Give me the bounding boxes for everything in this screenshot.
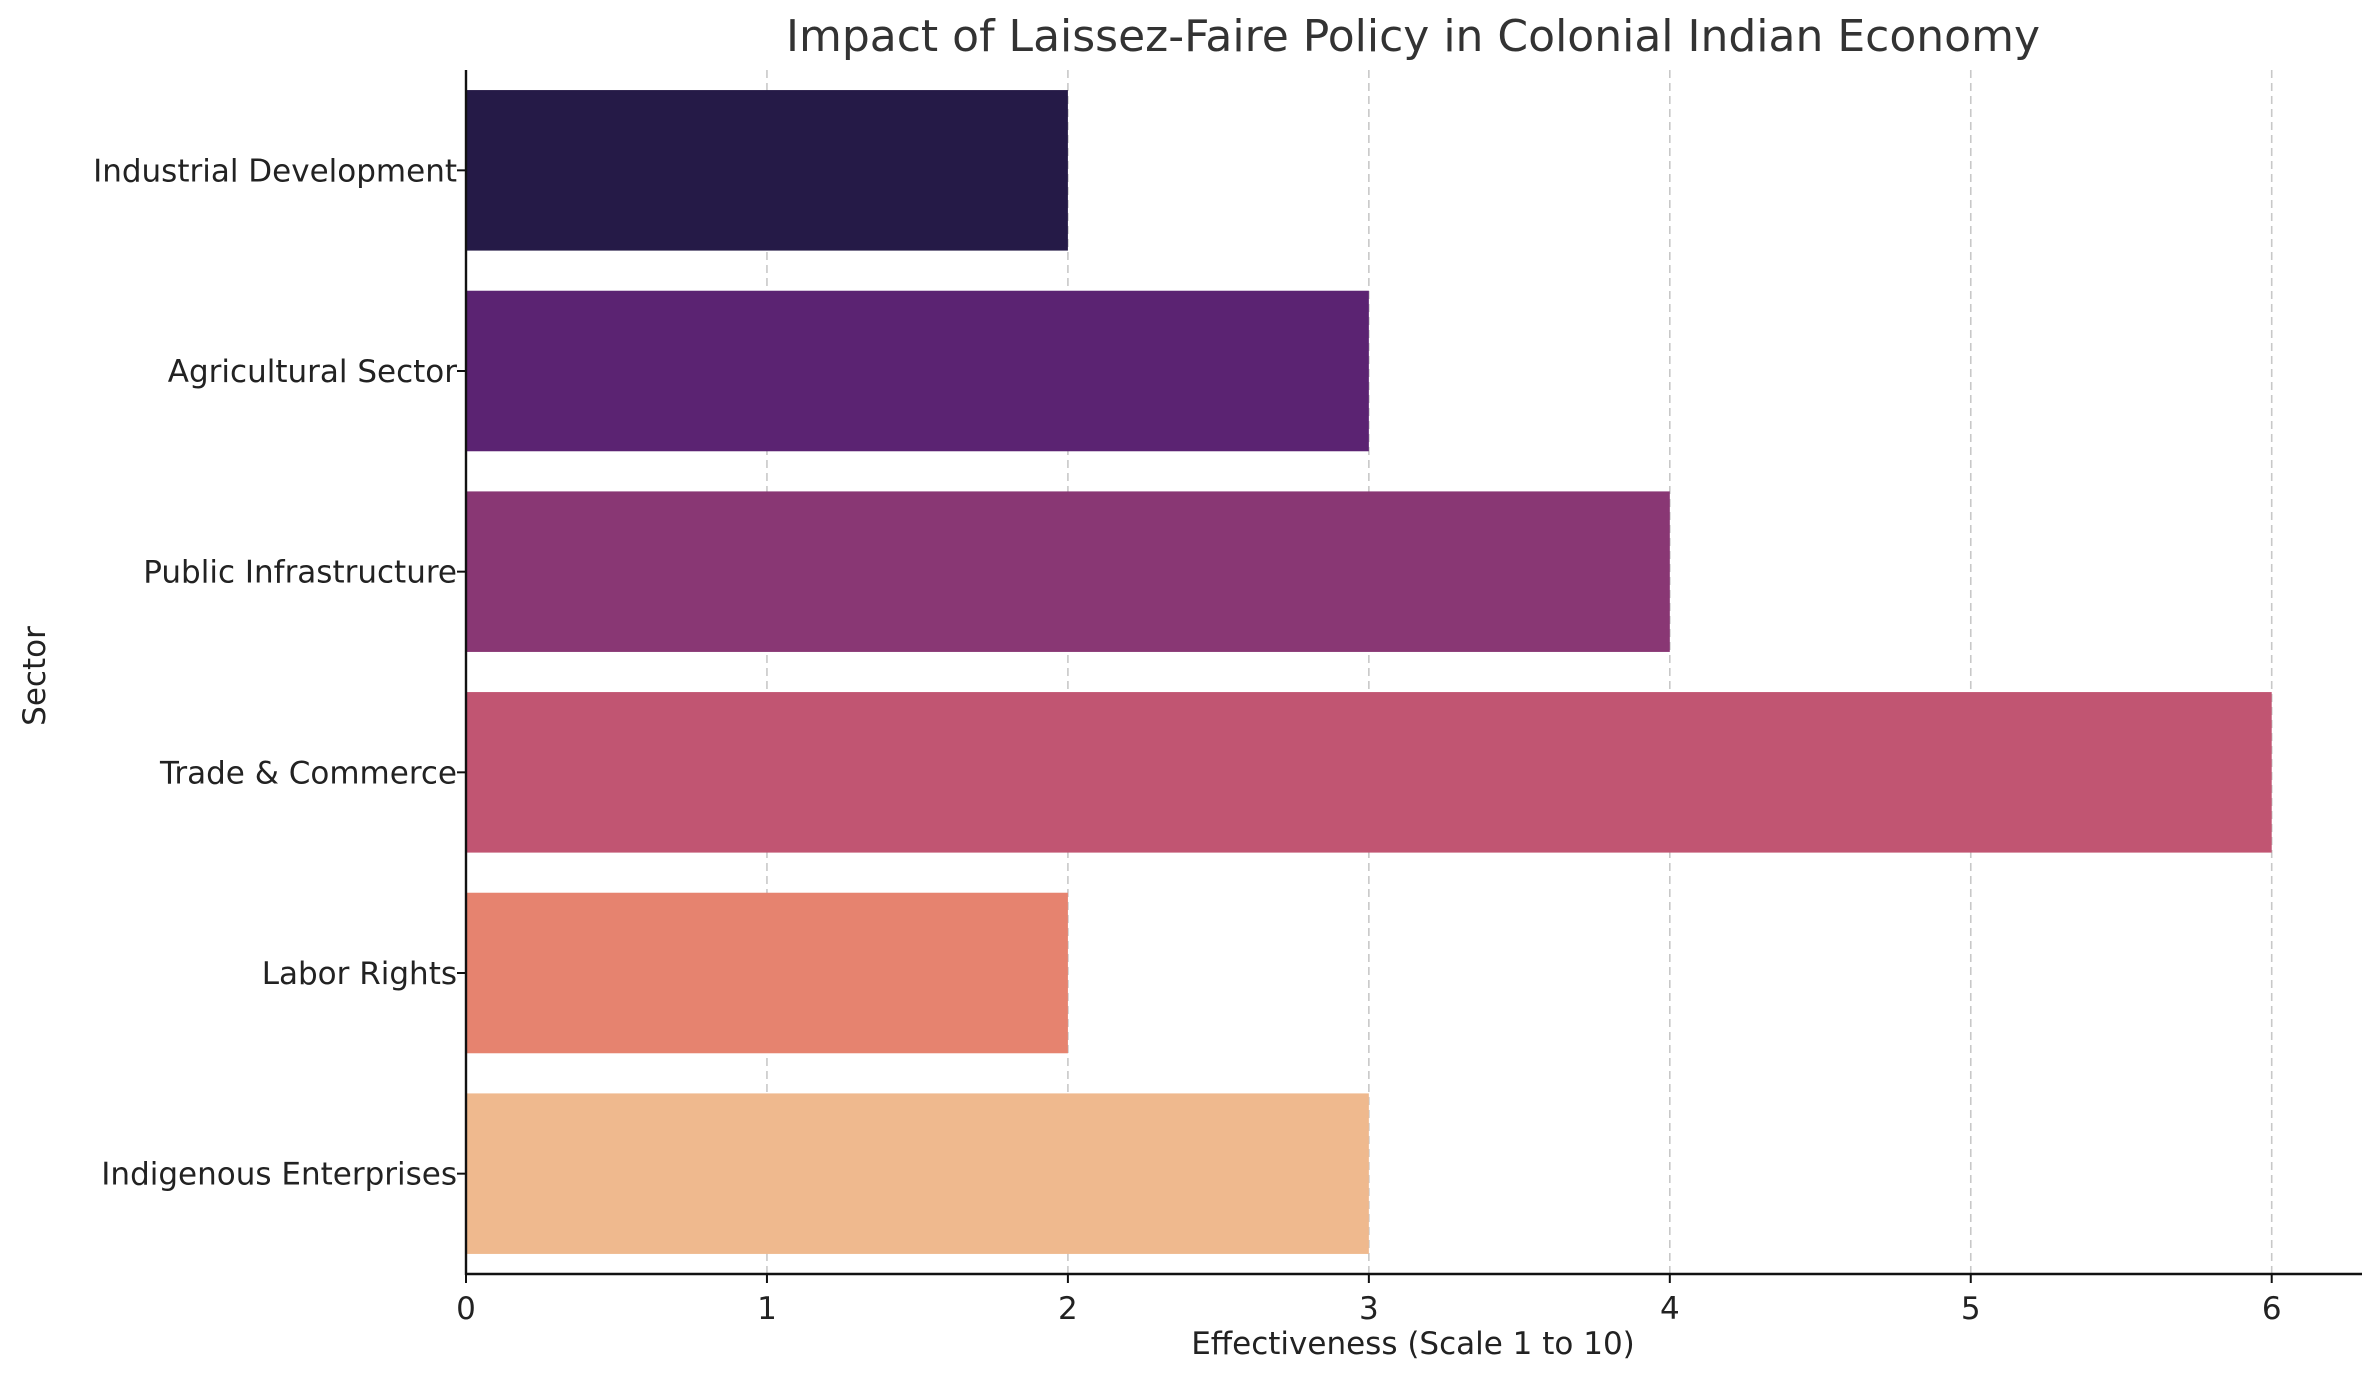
bar-0 [466,90,1068,251]
x-tick-label-5: 5 [1961,1291,1981,1327]
x-axis-label: Effectiveness (Scale 1 to 10) [1191,1326,1635,1362]
bar-2 [466,491,1670,652]
grid-layer [766,70,2273,1274]
bar-4 [466,892,1068,1054]
y-tick-label-3: Trade & Commerce [159,755,457,791]
y-tick-label-1: Agricultural Sector [168,354,457,390]
y-tick-label-2: Public Infrastructure [143,555,457,591]
x-tick-label-1: 1 [757,1291,777,1327]
y-tick-label-4: Labor Rights [262,956,457,992]
y-axis-label: Sector [17,626,53,726]
bar-layer [466,90,2272,1254]
x-tick-label-3: 3 [1359,1291,1379,1327]
x-tick-label-4: 4 [1660,1291,1680,1327]
bar-3 [466,692,2272,853]
x-tick-label-6: 6 [2262,1291,2282,1327]
chart-title: Impact of Laissez-Faire Policy in Coloni… [786,11,2040,62]
bar-5 [466,1093,1369,1254]
bar-1 [466,290,1369,452]
x-tick-label-0: 0 [456,1291,476,1327]
axis-layer: Industrial Development Agricultural Secto… [93,70,2362,1327]
y-tick-label-0: Industrial Development [93,153,457,189]
y-tick-label-5: Indigenous Enterprises [101,1157,457,1193]
x-tick-label-2: 2 [1058,1291,1078,1327]
